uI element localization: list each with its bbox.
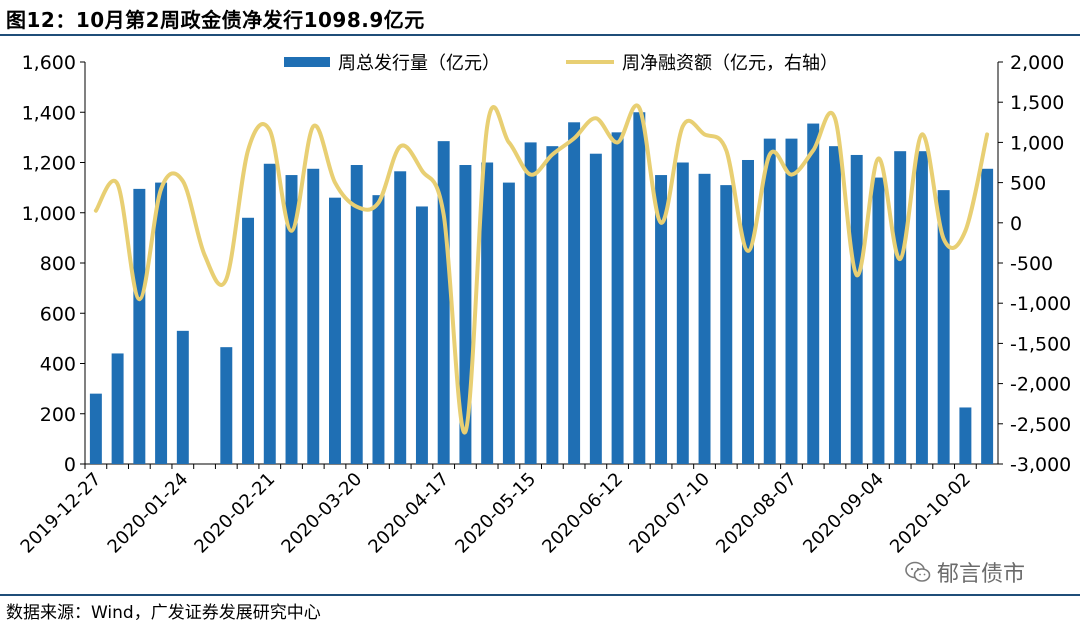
y-right-tick-label: -2,000 bbox=[1010, 374, 1071, 396]
bar bbox=[242, 217, 255, 464]
y-left-tick-label: 400 bbox=[40, 354, 76, 376]
bar bbox=[155, 182, 168, 464]
bar bbox=[285, 175, 298, 464]
y-right-tick-label: -3,000 bbox=[1010, 454, 1071, 476]
watermark-text: 郁言债市 bbox=[937, 562, 1026, 587]
y-left-tick-label: 1,200 bbox=[22, 153, 76, 175]
x-tick-label: 2020-06-12 bbox=[538, 469, 627, 558]
bar bbox=[655, 175, 668, 464]
bar bbox=[176, 330, 189, 464]
bar bbox=[394, 171, 407, 464]
watermark: 郁言债市 bbox=[905, 556, 1025, 588]
bar bbox=[915, 151, 928, 464]
y-right-tick-label: 500 bbox=[1010, 173, 1046, 195]
bar bbox=[415, 206, 428, 464]
y-right-tick-label: -1,000 bbox=[1010, 293, 1071, 315]
bar bbox=[807, 123, 820, 465]
bottom-rule bbox=[0, 594, 1080, 596]
bar bbox=[546, 146, 559, 464]
x-tick-label: 2020-03-20 bbox=[277, 469, 366, 558]
bar bbox=[828, 146, 841, 464]
bar bbox=[263, 163, 276, 464]
bar bbox=[742, 159, 754, 465]
bar bbox=[437, 141, 450, 465]
y-left-tick-label: 1,400 bbox=[22, 102, 76, 124]
bar bbox=[763, 138, 776, 464]
bar bbox=[372, 195, 385, 464]
y-right-tick-label: -1,500 bbox=[1010, 333, 1071, 355]
y-left-tick-label: 600 bbox=[40, 303, 76, 325]
bar bbox=[524, 142, 537, 464]
bar bbox=[981, 168, 994, 464]
bar bbox=[720, 185, 733, 465]
bar bbox=[307, 168, 320, 464]
bar bbox=[350, 165, 363, 464]
y-right-tick-label: 1,500 bbox=[1010, 92, 1064, 114]
y-left-tick-label: 800 bbox=[40, 253, 76, 275]
bar bbox=[502, 182, 515, 464]
y-left-tick-label: 0 bbox=[64, 454, 76, 476]
y-right-tick-label: -2,500 bbox=[1010, 414, 1071, 436]
bar bbox=[568, 122, 581, 465]
x-tick-label: 2020-04-17 bbox=[364, 469, 453, 558]
bar bbox=[633, 112, 646, 464]
bar bbox=[959, 407, 972, 464]
bar bbox=[111, 353, 124, 464]
chart-title: 图12：10月第2周政金债净发行1098.9亿元 bbox=[6, 8, 425, 32]
bar bbox=[894, 151, 907, 464]
net-financing-line bbox=[93, 103, 990, 435]
x-tick-label: 2020-09-04 bbox=[799, 469, 888, 558]
bar bbox=[329, 197, 341, 465]
y-right-tick-label: 2,000 bbox=[1010, 52, 1064, 74]
y-left-tick-label: 200 bbox=[40, 404, 76, 426]
y-right-tick-label: 1,000 bbox=[1010, 132, 1064, 154]
bar bbox=[589, 153, 602, 465]
bar bbox=[89, 393, 102, 464]
wechat-icon bbox=[905, 561, 931, 582]
x-tick-label: 2020-02-21 bbox=[190, 469, 279, 558]
top-rule bbox=[0, 34, 1080, 36]
legend-bar-label: 周总发行量（亿元） bbox=[338, 53, 500, 74]
x-tick-label: 2020-10-02 bbox=[886, 469, 975, 558]
bar bbox=[220, 347, 233, 464]
bar bbox=[785, 138, 798, 464]
y-left-tick-label: 1,600 bbox=[22, 52, 76, 74]
bar bbox=[133, 188, 146, 464]
bar bbox=[698, 173, 711, 464]
y-right-tick-label: -500 bbox=[1010, 253, 1053, 275]
x-tick-label: 2019-12-27 bbox=[17, 469, 106, 558]
bar bbox=[481, 162, 494, 464]
x-tick-label: 2020-01-24 bbox=[104, 469, 193, 558]
x-tick-label: 2020-08-07 bbox=[712, 469, 801, 558]
legend-bar-swatch bbox=[284, 57, 330, 67]
x-tick-label: 2020-05-15 bbox=[451, 469, 540, 558]
bar bbox=[459, 165, 472, 464]
bar bbox=[850, 154, 863, 464]
combo-chart: 0 200 400 600 800 1,000 1,200 1,400 1,600 -3,000 -… bbox=[17, 52, 1072, 558]
source-note: 数据来源：Wind，广发证券发展研究中心 bbox=[6, 603, 321, 623]
legend-line-label: 周净融资额（亿元，右轴） bbox=[622, 53, 838, 74]
x-tick-label: 2020-07-10 bbox=[625, 469, 714, 558]
y-left-tick-label: 1,000 bbox=[22, 203, 76, 225]
bar bbox=[611, 132, 624, 464]
y-right-tick-label: 0 bbox=[1010, 213, 1022, 235]
bar bbox=[872, 177, 885, 464]
bar bbox=[937, 190, 950, 464]
bar bbox=[676, 162, 689, 464]
